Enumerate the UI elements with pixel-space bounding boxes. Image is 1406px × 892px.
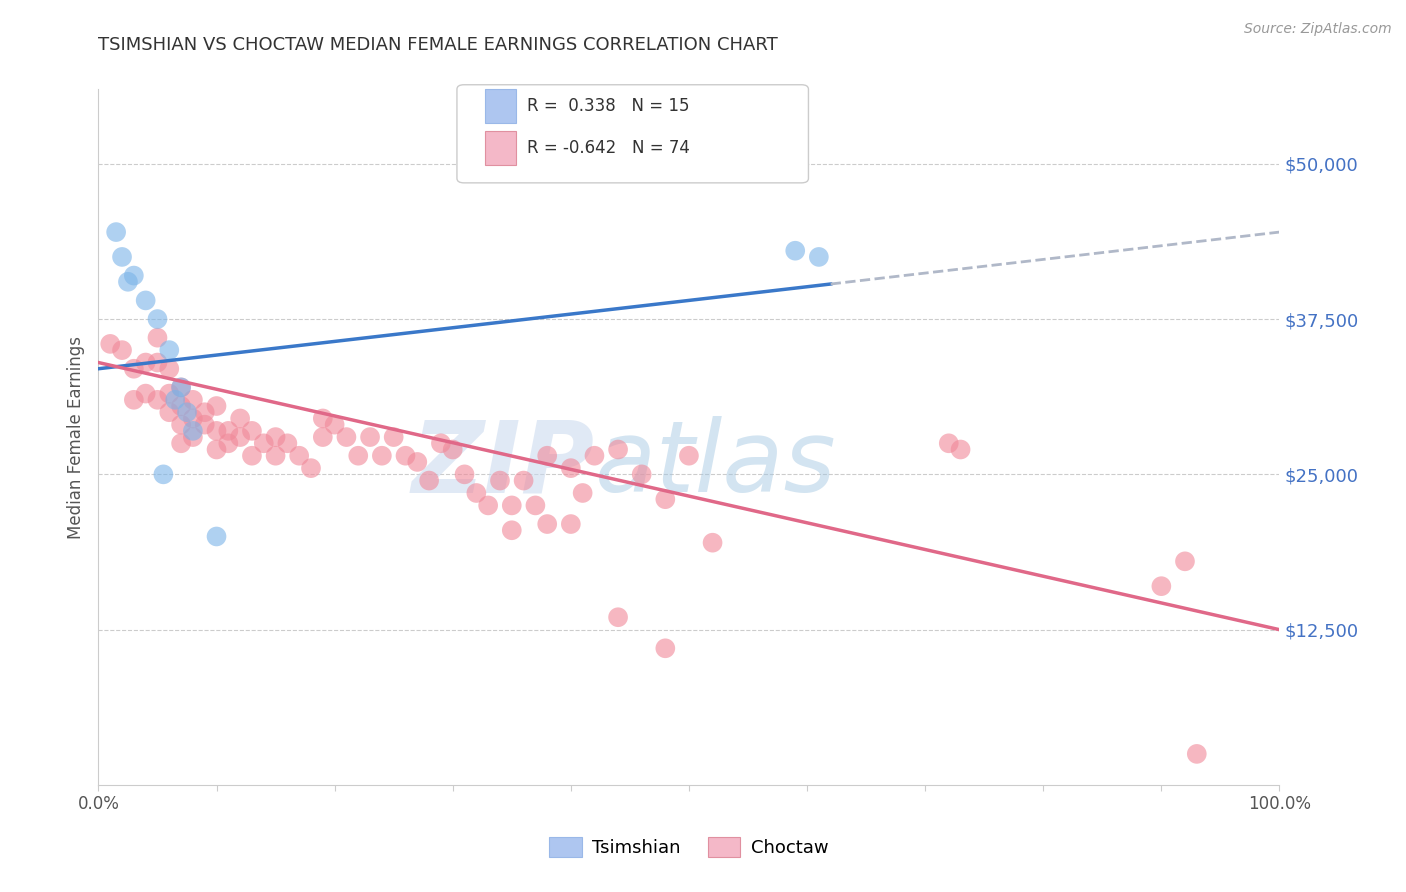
Point — [607, 610, 630, 624]
Point — [571, 486, 593, 500]
Point — [335, 430, 357, 444]
Point — [312, 430, 335, 444]
Point — [477, 499, 499, 513]
Point — [157, 343, 180, 357]
Point — [312, 411, 335, 425]
Point — [465, 486, 488, 500]
Point — [170, 417, 193, 432]
Text: atlas: atlas — [595, 417, 837, 514]
Point — [560, 461, 582, 475]
Point — [323, 417, 346, 432]
Point — [501, 523, 523, 537]
Point — [807, 250, 830, 264]
Point — [678, 449, 700, 463]
Point — [146, 392, 169, 407]
Point — [418, 474, 440, 488]
Point — [524, 499, 547, 513]
Point — [949, 442, 972, 457]
Point — [135, 293, 157, 308]
Point — [194, 405, 217, 419]
Point — [406, 455, 429, 469]
Point — [654, 492, 676, 507]
Point — [583, 449, 606, 463]
Point — [536, 516, 558, 531]
Point — [122, 361, 145, 376]
Point — [111, 343, 134, 357]
Point — [111, 250, 134, 264]
Point — [157, 405, 180, 419]
Point — [181, 411, 204, 425]
Point — [205, 442, 228, 457]
Point — [430, 436, 453, 450]
Text: R = -0.642   N = 74: R = -0.642 N = 74 — [527, 139, 690, 157]
Text: Source: ZipAtlas.com: Source: ZipAtlas.com — [1244, 22, 1392, 37]
Point — [253, 436, 276, 450]
Legend: Tsimshian, Choctaw: Tsimshian, Choctaw — [540, 829, 838, 866]
Point — [264, 430, 287, 444]
Point — [157, 361, 180, 376]
Point — [157, 386, 180, 401]
Point — [288, 449, 311, 463]
Point — [607, 442, 630, 457]
Point — [1174, 554, 1197, 568]
Text: TSIMSHIAN VS CHOCTAW MEDIAN FEMALE EARNINGS CORRELATION CHART: TSIMSHIAN VS CHOCTAW MEDIAN FEMALE EARNI… — [98, 36, 778, 54]
Point — [170, 380, 193, 394]
Point — [205, 399, 228, 413]
Point — [165, 392, 187, 407]
Point — [489, 474, 512, 488]
Point — [146, 355, 169, 369]
Point — [654, 641, 676, 656]
Point — [1185, 747, 1208, 761]
Point — [512, 474, 534, 488]
Point — [536, 449, 558, 463]
Point — [170, 436, 193, 450]
Point — [1150, 579, 1173, 593]
Point — [117, 275, 139, 289]
Point — [181, 430, 204, 444]
Point — [240, 449, 263, 463]
Point — [122, 268, 145, 283]
Point — [501, 499, 523, 513]
Point — [194, 417, 217, 432]
Point — [170, 399, 193, 413]
Point — [359, 430, 381, 444]
Point — [205, 529, 228, 543]
Point — [152, 467, 174, 482]
Point — [347, 449, 370, 463]
Point — [560, 516, 582, 531]
Point — [105, 225, 128, 239]
Point — [98, 337, 121, 351]
Point — [217, 424, 239, 438]
Point — [229, 411, 252, 425]
Point — [441, 442, 464, 457]
Point — [240, 424, 263, 438]
Point — [299, 461, 322, 475]
Point — [702, 535, 724, 549]
Point — [146, 331, 169, 345]
Point — [176, 405, 198, 419]
Text: R =  0.338   N = 15: R = 0.338 N = 15 — [527, 97, 690, 115]
Point — [135, 355, 157, 369]
Point — [135, 386, 157, 401]
Point — [785, 244, 807, 258]
Point — [453, 467, 475, 482]
Point — [394, 449, 416, 463]
Y-axis label: Median Female Earnings: Median Female Earnings — [66, 335, 84, 539]
Point — [146, 312, 169, 326]
Point — [938, 436, 960, 450]
Point — [181, 424, 204, 438]
Point — [170, 380, 193, 394]
Text: ZIP: ZIP — [412, 417, 595, 514]
Point — [382, 430, 405, 444]
Point — [371, 449, 394, 463]
Point — [181, 392, 204, 407]
Point — [205, 424, 228, 438]
Point — [630, 467, 652, 482]
Point — [276, 436, 298, 450]
Point — [122, 392, 145, 407]
Point — [217, 436, 239, 450]
Point — [264, 449, 287, 463]
Point — [229, 430, 252, 444]
